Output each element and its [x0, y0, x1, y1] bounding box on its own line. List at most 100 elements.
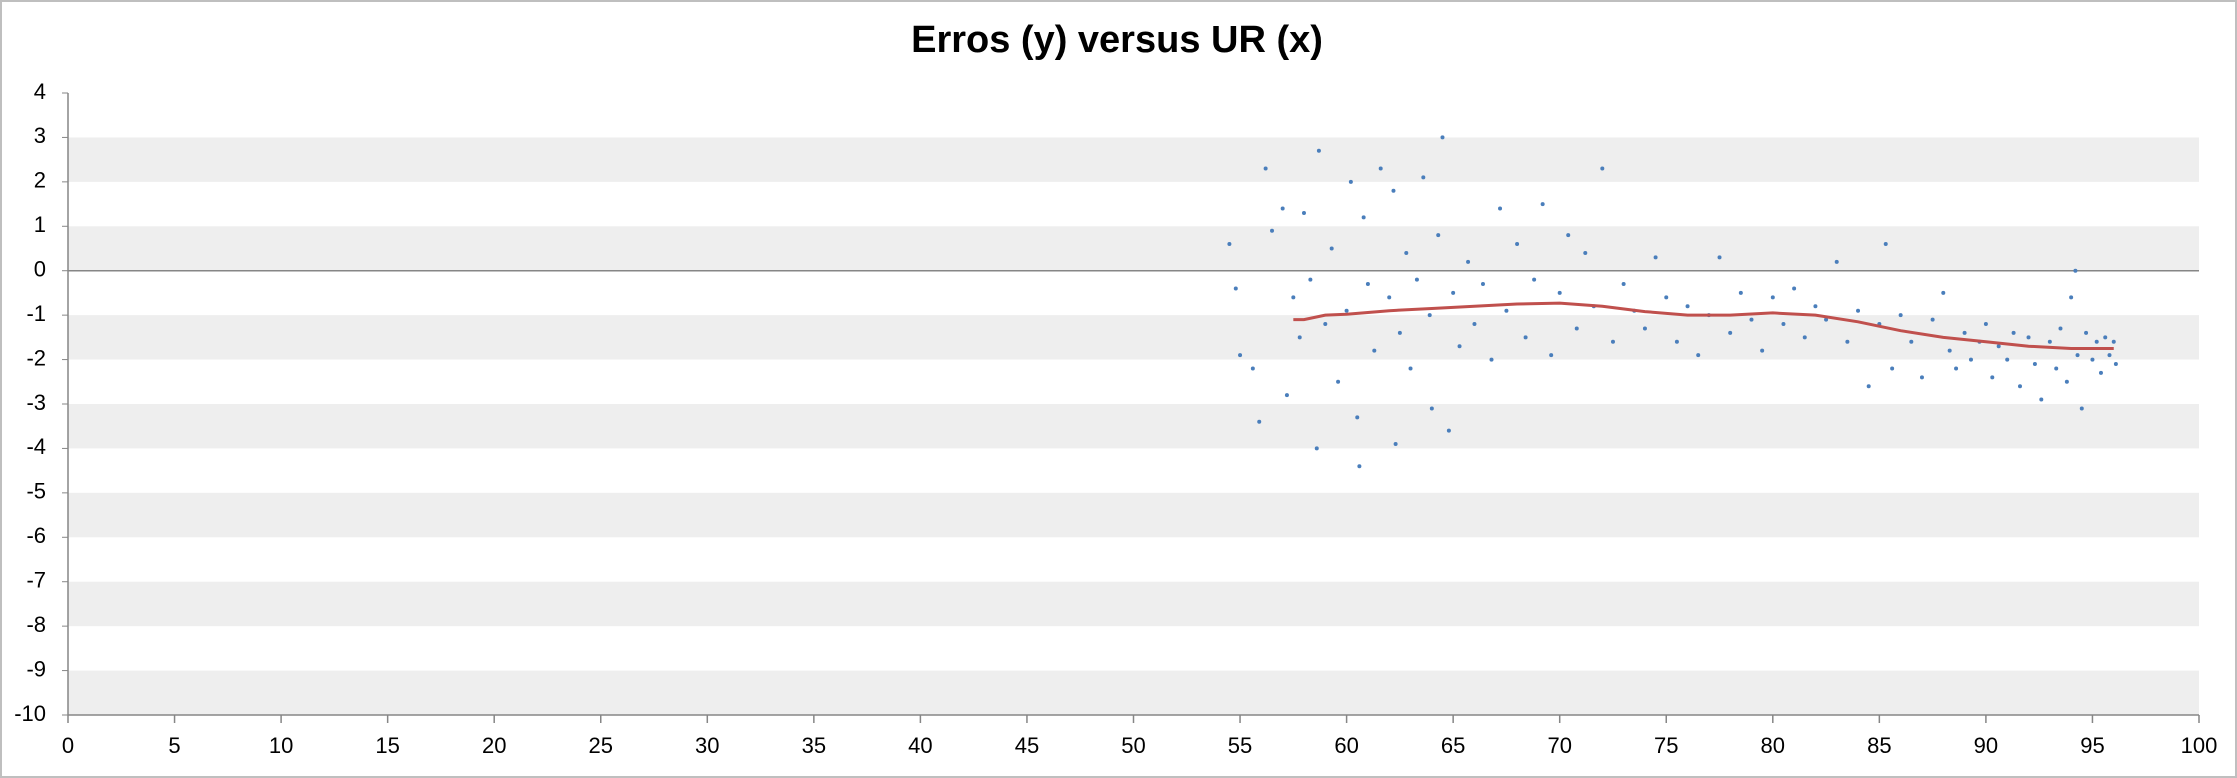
x-tick-label: 70	[1547, 733, 1571, 758]
y-tick-label: -6	[26, 523, 46, 548]
point	[1429, 406, 1434, 411]
point	[1451, 290, 1456, 295]
y-tick-label: 2	[34, 168, 46, 193]
point	[1404, 250, 1409, 255]
point	[1446, 428, 1451, 433]
point	[1357, 464, 1362, 469]
point	[1336, 379, 1341, 384]
point	[1549, 353, 1554, 358]
point	[1316, 148, 1321, 153]
grid-band	[68, 137, 2199, 182]
point	[1355, 415, 1360, 420]
y-tick-label: -4	[26, 434, 46, 459]
point	[1990, 375, 1995, 380]
y-tick-label: -8	[26, 612, 46, 637]
point	[1323, 322, 1328, 327]
point	[1284, 393, 1289, 398]
point	[1250, 366, 1255, 371]
point	[2039, 397, 2044, 402]
point	[2017, 384, 2022, 389]
point	[1504, 308, 1509, 313]
point	[1391, 188, 1396, 193]
point	[1566, 233, 1571, 238]
point	[2032, 362, 2037, 367]
point	[1257, 419, 1262, 424]
point	[1361, 215, 1366, 220]
x-tick-label: 95	[2080, 733, 2104, 758]
point	[1574, 326, 1579, 331]
y-tick-label: -3	[26, 390, 46, 415]
point	[1280, 206, 1285, 211]
bands	[68, 137, 2199, 715]
point	[1523, 335, 1528, 340]
point	[1653, 255, 1658, 260]
point	[1393, 441, 1398, 446]
x-tick-label: 85	[1867, 733, 1891, 758]
point	[1414, 277, 1419, 282]
point	[1728, 330, 1733, 335]
point	[2094, 339, 2099, 344]
point	[1962, 330, 1967, 335]
point	[1983, 322, 1988, 327]
point	[1930, 317, 1935, 322]
y-tick-label: 0	[34, 257, 46, 282]
point	[2113, 362, 2118, 367]
point	[2054, 366, 2059, 371]
point	[1238, 353, 1243, 358]
point	[2111, 339, 2116, 344]
point	[2058, 326, 2063, 331]
point	[1472, 322, 1477, 327]
y-tick-label: 3	[34, 123, 46, 148]
point	[1540, 202, 1545, 207]
point	[1427, 313, 1432, 318]
point	[1685, 304, 1690, 309]
point	[2064, 379, 2069, 384]
point	[1813, 304, 1818, 309]
point	[1227, 242, 1232, 247]
point	[2084, 330, 2089, 335]
x-tick-label: 20	[482, 733, 506, 758]
grid-band	[68, 581, 2199, 627]
point	[2069, 295, 2074, 300]
x-tick-label: 75	[1654, 733, 1678, 758]
point	[1233, 286, 1238, 291]
point	[1760, 348, 1765, 353]
point	[1372, 348, 1377, 353]
point	[2047, 339, 2052, 344]
point	[1348, 179, 1353, 184]
point	[2075, 353, 2080, 358]
point	[1308, 277, 1313, 282]
y-tick-label: 4	[34, 79, 46, 104]
point	[1890, 366, 1895, 371]
point	[1263, 166, 1268, 171]
point	[1696, 353, 1701, 358]
point	[1421, 175, 1426, 180]
point	[1436, 233, 1441, 238]
x-tick-label: 60	[1334, 733, 1358, 758]
point	[1397, 330, 1402, 335]
point	[2005, 357, 2010, 362]
point	[1301, 210, 1306, 215]
point	[1440, 135, 1445, 140]
grid-band	[68, 404, 2199, 449]
point	[2073, 268, 2078, 273]
point	[1344, 308, 1349, 313]
point	[1489, 357, 1494, 362]
point	[1968, 357, 1973, 362]
point	[1480, 282, 1485, 287]
point	[1824, 317, 1829, 322]
y-tick-label: -7	[26, 568, 46, 593]
point	[1674, 339, 1679, 344]
point	[1291, 295, 1296, 300]
x-tick-label: 25	[589, 733, 613, 758]
grid-band	[68, 315, 2199, 360]
chart-title: Erros (y) versus UR (x)	[911, 19, 1323, 61]
x-tick-label: 40	[908, 733, 932, 758]
point	[2103, 335, 2108, 340]
point	[1947, 348, 1952, 353]
point	[2090, 357, 2095, 362]
point	[1898, 313, 1903, 318]
grid-band	[68, 492, 2199, 538]
grid-band	[68, 226, 2199, 271]
